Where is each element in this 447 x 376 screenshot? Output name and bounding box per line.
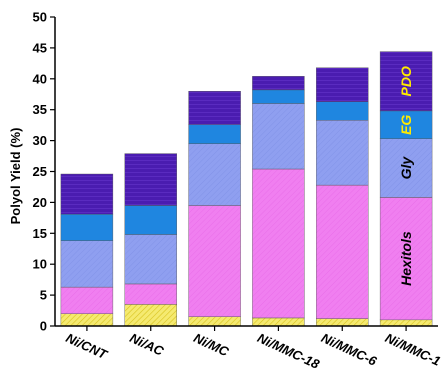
x-tick-label: Ni/MC — [191, 330, 231, 359]
bar-segment-eg-ni-mmc-6 — [316, 101, 369, 121]
y-tick-label: 15 — [33, 226, 47, 241]
bar-segment-pdo-ni-mmc-1 — [379, 51, 433, 112]
bar-segment-gly-ni-mmc-18 — [252, 103, 305, 170]
y-tick-label: 5 — [40, 288, 47, 303]
bar-segment-hexitols-ni-ac — [124, 283, 178, 305]
bar-segment-hexitols-ni-cnt — [60, 286, 114, 314]
y-axis-title: Polyol Yield (%) — [8, 128, 23, 225]
bar-segment-pdo-ni-mmc-18 — [252, 76, 305, 91]
x-tick-label: Ni/MMC-18 — [255, 330, 322, 372]
bar-segment-hexitols-ni-mmc-1 — [379, 197, 433, 321]
segment-label-pdo: PDO — [398, 66, 414, 96]
segment-label-hexitols: Hexitols — [398, 231, 414, 286]
bar-segment-eg-ni-ac — [124, 205, 178, 235]
y-tick-label: 30 — [33, 133, 47, 148]
bar-segment-gly-ni-cnt — [60, 240, 114, 288]
segment-label-eg: EG — [398, 115, 414, 135]
bar-segment-hexitols-ni-mmc-6 — [316, 184, 369, 319]
y-tick-label: 50 — [33, 10, 47, 25]
y-tick-label: 40 — [33, 71, 47, 86]
bar-segment-yellow-ni-cnt — [60, 313, 114, 327]
bar-segment-eg-ni-cnt — [60, 213, 114, 241]
bar-segment-eg-ni-mmc-18 — [252, 89, 305, 104]
segment-labels: Hexitols Gly EG PDO — [398, 66, 414, 286]
bar-segment-yellow-ni-mmc-18 — [252, 317, 305, 327]
bar-segment-yellow-ni-ac — [124, 304, 178, 327]
y-tick-label: 10 — [33, 257, 47, 272]
bar-segment-gly-ni-mmc-1 — [379, 138, 433, 198]
segment-label-gly: Gly — [398, 156, 414, 180]
bar-segment-gly-ni-mc — [188, 143, 241, 206]
bar-segment-pdo-ni-cnt — [60, 173, 114, 215]
bar-segment-pdo-ni-mc — [188, 90, 241, 125]
bar-segment-eg-ni-mc — [188, 124, 241, 144]
y-tick-label: 0 — [40, 319, 47, 334]
bar-segment-yellow-ni-mmc-1 — [379, 319, 433, 327]
x-tick-label: Ni/CNT — [64, 330, 111, 362]
y-tick-label: 25 — [33, 164, 47, 179]
bar-segment-hexitols-ni-mmc-18 — [252, 168, 305, 319]
bar-segment-gly-ni-ac — [124, 234, 178, 285]
x-tick-label: Ni/AC — [128, 330, 167, 359]
y-tick-label: 35 — [33, 102, 47, 117]
bar-segment-yellow-ni-mc — [188, 316, 241, 327]
bar-segment-yellow-ni-mmc-6 — [316, 318, 369, 327]
bar-segment-gly-ni-mmc-6 — [316, 119, 369, 186]
x-tick-label: Ni/MMC-6 — [319, 330, 380, 369]
bar-segments — [60, 51, 433, 327]
bar-segment-pdo-ni-ac — [124, 153, 178, 206]
bar-segment-pdo-ni-mmc-6 — [316, 67, 369, 102]
bar-segment-hexitols-ni-mc — [188, 205, 241, 317]
y-tick-label: 20 — [33, 195, 47, 210]
y-tick-label: 45 — [33, 40, 47, 55]
x-tick-label: Ni/MMC-1 — [383, 330, 443, 369]
